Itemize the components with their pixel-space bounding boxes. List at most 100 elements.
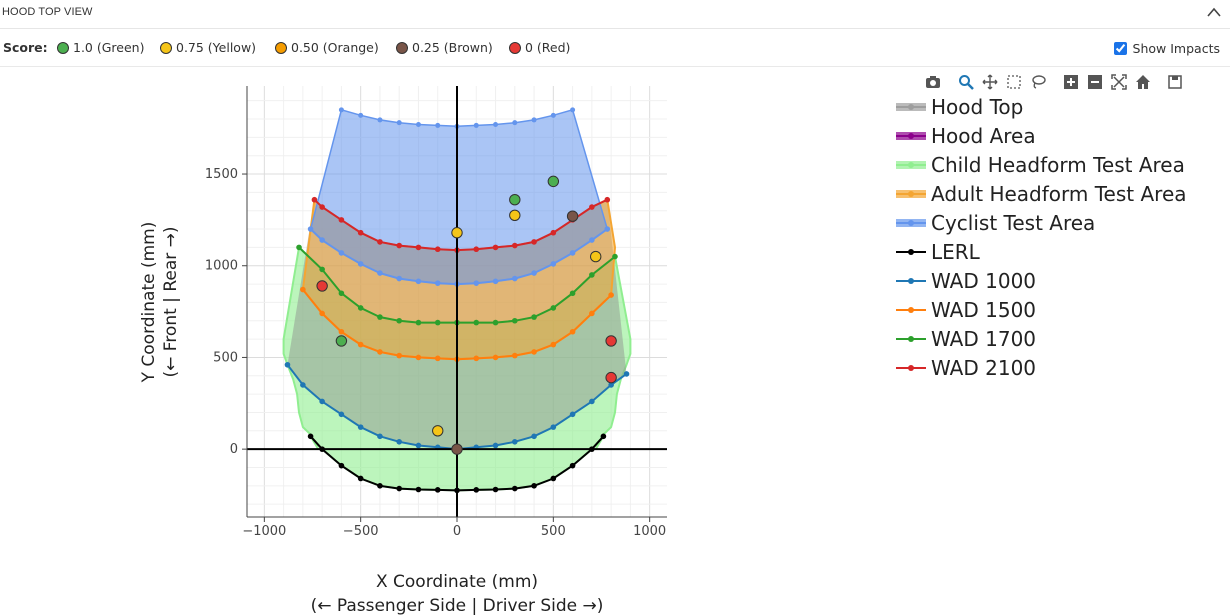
- series-point: [319, 398, 325, 405]
- cyclist-point: [358, 112, 364, 118]
- panel-title: HOOD TOP VIEW: [2, 6, 93, 18]
- cyclist-point: [435, 122, 441, 128]
- divider: [0, 66, 1230, 67]
- series-point: [396, 317, 403, 324]
- score-item-green: 1.0 (Green): [57, 40, 144, 55]
- series-point: [569, 250, 576, 256]
- series-point: [604, 196, 611, 203]
- score-item-brown: 0.25 (Brown): [396, 40, 493, 55]
- series-point: [357, 424, 364, 430]
- series-point: [311, 196, 318, 203]
- series-point: [377, 270, 383, 276]
- series-point: [600, 433, 607, 440]
- zoom-icon[interactable]: [958, 74, 974, 90]
- series-point: [377, 314, 383, 320]
- series-point: [284, 361, 291, 368]
- impact-point: [605, 371, 617, 384]
- chevron-up-icon[interactable]: [1206, 6, 1222, 18]
- legend-label: WAD 1700: [931, 327, 1036, 351]
- impact-point: [509, 194, 521, 206]
- series-point: [396, 485, 403, 492]
- series-point: [396, 352, 403, 359]
- x-tick-label: 500: [541, 524, 566, 539]
- legend-marker: [908, 104, 914, 110]
- series-point: [319, 204, 325, 210]
- series-point: [531, 433, 537, 440]
- zoom-out-icon[interactable]: [1087, 74, 1103, 90]
- show-impacts-label: Show Impacts: [1132, 41, 1220, 56]
- y-tick-label: 1500: [205, 167, 238, 182]
- series-point: [492, 354, 499, 361]
- series-point: [296, 244, 302, 251]
- camera-icon[interactable]: [925, 74, 941, 90]
- cyclist-point: [550, 112, 556, 118]
- series-point: [531, 239, 537, 245]
- legend-marker: [908, 133, 914, 139]
- y-tick-label: 1000: [205, 259, 238, 274]
- series-point: [338, 328, 345, 335]
- reset-axes-icon[interactable]: [1135, 74, 1151, 90]
- series-point: [307, 226, 314, 232]
- y-tick-label: 0: [230, 442, 238, 457]
- brown-dot-icon: [396, 42, 408, 54]
- show-impacts-toggle[interactable]: Show Impacts: [1113, 41, 1220, 56]
- pan-icon[interactable]: [982, 74, 998, 90]
- x-tick-label: 1000: [633, 524, 666, 539]
- series-point: [531, 314, 537, 320]
- series-point: [531, 483, 537, 489]
- score-item-label: 0.75 (Yellow): [176, 40, 257, 55]
- series-point: [608, 292, 614, 298]
- series-point: [377, 349, 383, 355]
- series-point: [377, 433, 383, 440]
- x-tick-label: −1000: [242, 524, 286, 539]
- green-dot-icon: [57, 42, 69, 54]
- score-item-label: 0.25 (Brown): [412, 40, 493, 55]
- series-point: [511, 352, 518, 359]
- series-point: [612, 253, 618, 260]
- series-point: [511, 275, 518, 282]
- legend-label: Child Headform Test Area: [931, 153, 1185, 177]
- impact-point: [432, 425, 444, 437]
- impact-point: [509, 209, 521, 222]
- legend-label: Hood Top: [931, 95, 1023, 119]
- panel-header: HOOD TOP VIEW: [0, 0, 1230, 29]
- series-point: [415, 278, 422, 285]
- cyclist-point: [415, 122, 421, 128]
- score-legend: Score: 1.0 (Green) 0.75 (Yellow) 0.50 (O…: [0, 36, 1230, 60]
- legend-marker: [908, 162, 914, 168]
- save-icon[interactable]: [1167, 74, 1183, 90]
- series-point: [550, 424, 557, 430]
- y-axis-sublabel: (← Front | Rear →): [161, 226, 181, 377]
- series-point: [569, 411, 576, 418]
- yellow-dot-icon: [160, 42, 172, 54]
- x-tick-label: −500: [343, 524, 379, 539]
- autoscale-icon[interactable]: [1111, 74, 1127, 90]
- series-point: [357, 229, 364, 236]
- x-axis-label: X Coordinate (mm): [376, 572, 538, 592]
- series-point: [357, 305, 364, 311]
- series-point: [492, 319, 499, 326]
- series-point: [338, 250, 345, 256]
- series-point: [338, 462, 345, 469]
- score-item-yellow: 0.75 (Yellow): [160, 40, 256, 55]
- series-point: [415, 442, 422, 449]
- series-point: [338, 217, 345, 223]
- cyclist-point: [512, 120, 518, 126]
- box-select-icon[interactable]: [1006, 74, 1022, 90]
- series-point: [338, 290, 345, 297]
- series-point: [492, 442, 499, 449]
- score-label: Score:: [3, 40, 48, 55]
- series-point: [531, 349, 537, 355]
- series-point: [511, 317, 518, 324]
- cyclist-point: [377, 117, 383, 123]
- series-point: [319, 310, 325, 317]
- lasso-icon[interactable]: [1030, 74, 1046, 90]
- series-point: [415, 319, 422, 326]
- series-point: [473, 319, 480, 326]
- series-point: [300, 286, 306, 293]
- show-impacts-checkbox[interactable]: [1113, 42, 1127, 55]
- orange-dot-icon: [275, 42, 287, 54]
- series-point: [569, 328, 576, 335]
- zoom-in-icon[interactable]: [1063, 74, 1079, 90]
